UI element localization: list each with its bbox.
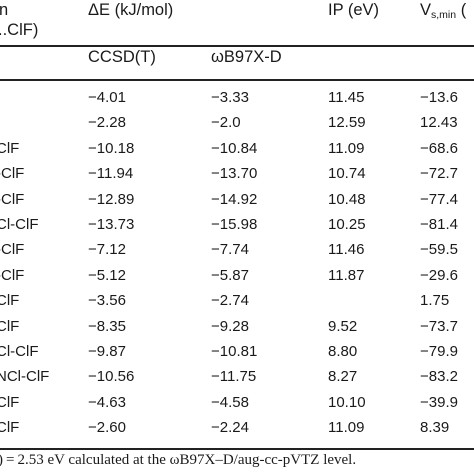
wb97-value: −7.74 — [211, 241, 249, 259]
vs-header-tail: ( — [456, 1, 467, 19]
ip-value: 11.46 — [328, 241, 365, 259]
ccsd-value: −9.87 — [88, 343, 126, 360]
col0-header-line2: ..ClF) — [0, 21, 39, 39]
ccsd-value: −2.28 — [88, 114, 126, 132]
vs-value: −59.5 — [420, 241, 458, 259]
footnote: ) = 2.53 eV calculated at the ωB97X–D/au… — [0, 452, 357, 468]
ip-value: 12.59 — [328, 114, 366, 132]
row-label: ClF — [0, 292, 20, 310]
wb97-value: −15.98 — [211, 216, 258, 233]
wb97-value: −13.70 — [211, 165, 258, 183]
wb97-value: −2.74 — [211, 292, 249, 310]
row-label: ClF — [0, 139, 20, 157]
ip-value: 9.52 — [328, 317, 358, 335]
row-label: -ClF — [0, 190, 25, 208]
wb97-value: −2.24 — [211, 419, 249, 437]
ip-value: 8.27 — [328, 368, 358, 386]
wb97-value: −2.0 — [211, 114, 241, 132]
row-label: -ClF — [0, 241, 25, 259]
wb97-value: −11.75 — [211, 368, 257, 386]
row-label: ClF — [0, 393, 20, 411]
wb97-value: −10.81 — [211, 343, 258, 360]
ccsd-value: −2.60 — [88, 419, 126, 437]
row-label: -ClF — [0, 165, 25, 183]
vs-value: −73.7 — [420, 317, 458, 335]
wb97-value: −9.28 — [211, 317, 249, 335]
ip-value: 10.10 — [328, 393, 366, 411]
vs-value: −79.9 — [420, 343, 458, 360]
ip-value: 11.09 — [328, 139, 365, 157]
vs-value: −68.6 — [420, 139, 458, 157]
header-rule-top — [0, 45, 474, 47]
vs-header-subscript: s,min — [431, 9, 457, 21]
ccsd-value: −8.35 — [88, 317, 126, 335]
vs-value: −83.2 — [420, 368, 458, 386]
wb97-value: −14.92 — [211, 190, 258, 208]
ip-value: 10.74 — [328, 165, 366, 183]
row-label: Cl-ClF — [0, 216, 39, 233]
row-label: -ClF — [0, 266, 25, 284]
wb97-value: −4.58 — [211, 393, 249, 411]
vs-value: 1.75 — [420, 292, 450, 310]
ccsd-value: −13.73 — [88, 216, 135, 233]
vs-value: −39.9 — [420, 393, 458, 411]
ccsd-header: CCSD(T) — [88, 48, 156, 66]
vs-value: −13.6 — [420, 89, 458, 106]
ccsd-value: −4.01 — [88, 89, 126, 106]
ccsd-value: −12.89 — [88, 190, 135, 208]
row-label: NCl-ClF — [0, 368, 50, 386]
wb97-header: ωB97X-D — [211, 48, 282, 66]
header-rule-bottom — [0, 79, 474, 81]
delta-e-header: ΔE (kJ/mol) — [88, 1, 174, 19]
col0-header-line1: n — [0, 1, 9, 19]
vs-value: 12.43 — [420, 114, 458, 132]
ccsd-value: −7.12 — [88, 241, 126, 259]
wb97-value: −3.33 — [211, 89, 249, 106]
vs-value: −29.6 — [420, 266, 458, 284]
vs-value: −81.4 — [420, 216, 458, 233]
ip-value: 11.09 — [328, 419, 365, 437]
wb97-value: −5.87 — [211, 266, 249, 284]
vs-min-header: Vs,min ( — [420, 1, 466, 21]
ip-value: 8.80 — [328, 343, 358, 360]
ccsd-value: −4.63 — [88, 393, 126, 411]
ip-value: 11.87 — [328, 266, 365, 284]
ccsd-value: −5.12 — [88, 266, 126, 284]
vs-header-main: V — [420, 1, 432, 19]
ip-header: IP (eV) — [328, 1, 380, 19]
vs-value: 8.39 — [420, 419, 450, 437]
row-label: Cl-ClF — [0, 343, 39, 360]
ccsd-value: −10.56 — [88, 368, 135, 386]
ccsd-value: −11.94 — [88, 165, 134, 183]
ccsd-value: −3.56 — [88, 292, 126, 310]
ip-value: 10.48 — [328, 190, 366, 208]
ip-value: 10.25 — [328, 216, 366, 233]
ccsd-value: −10.18 — [88, 139, 135, 157]
ip-value: 11.45 — [328, 89, 365, 106]
vs-value: −77.4 — [420, 190, 458, 208]
row-label: ClF — [0, 317, 20, 335]
wb97-value: −10.84 — [211, 139, 258, 157]
row-label: ClF — [0, 419, 20, 437]
table-rule-bottom — [0, 448, 474, 450]
vs-value: −72.7 — [420, 165, 458, 183]
